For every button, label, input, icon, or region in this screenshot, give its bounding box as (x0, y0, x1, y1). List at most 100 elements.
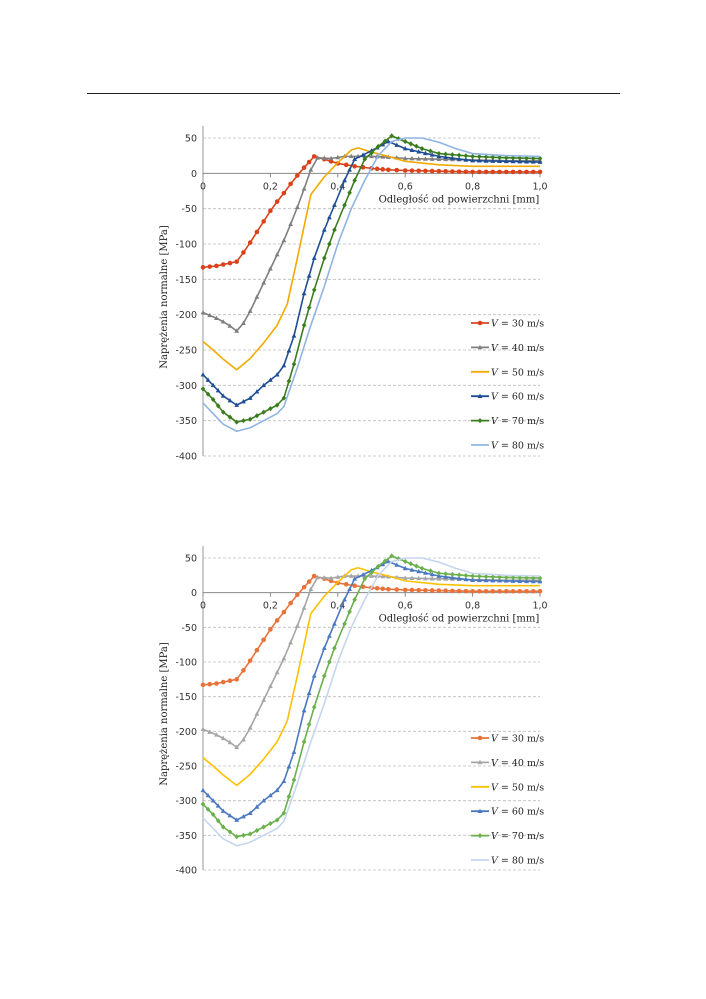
data-point (268, 266, 273, 271)
data-point (220, 393, 226, 398)
data-point (414, 563, 419, 569)
data-point (530, 169, 536, 175)
data-point (274, 817, 280, 823)
data-point (530, 155, 536, 161)
data-point (220, 262, 226, 267)
legend-marker (477, 735, 483, 741)
data-point (463, 572, 469, 579)
data-point (423, 588, 428, 593)
data-point (470, 577, 475, 582)
data-point (347, 167, 352, 172)
data-point (207, 681, 213, 687)
data-point (374, 585, 380, 591)
y-tick-label: 50 (185, 134, 197, 145)
data-point (497, 158, 502, 163)
data-point (537, 575, 543, 581)
data-point (214, 263, 219, 269)
legend-label: V = 80 m/s (491, 441, 544, 452)
data-point (537, 169, 543, 175)
x-tick-label: 0 (200, 601, 206, 612)
data-point (288, 600, 293, 606)
data-point (483, 154, 489, 160)
data-point (274, 402, 280, 408)
data-point (380, 141, 386, 147)
data-point (537, 578, 543, 584)
data-point (443, 574, 449, 579)
data-point (504, 574, 509, 581)
data-point (254, 827, 260, 834)
data-point (308, 167, 314, 172)
data-point (343, 162, 349, 168)
data-point (241, 814, 246, 819)
data-point (477, 154, 482, 160)
data-point (215, 388, 221, 393)
data-point (450, 152, 455, 158)
data-point (247, 395, 253, 400)
data-point (476, 577, 482, 583)
data-point (328, 575, 334, 580)
data-point (436, 156, 442, 161)
y-tick-label: -350 (175, 416, 197, 427)
data-point (360, 572, 366, 577)
data-point (490, 169, 496, 175)
data-point (286, 793, 292, 800)
data-point (348, 573, 354, 578)
data-point (423, 575, 428, 581)
legend-label: V = 70 m/s (491, 831, 544, 842)
data-point (436, 168, 442, 174)
legend-marker (477, 833, 483, 839)
series-line (202, 137, 541, 433)
data-point (348, 153, 354, 159)
data-point (402, 155, 408, 161)
data-point (343, 582, 349, 587)
data-point (311, 255, 317, 260)
data-point (408, 561, 414, 567)
data-point (443, 588, 448, 594)
data-point (327, 659, 332, 665)
data-point (335, 154, 341, 160)
y-tick-label: -400 (175, 452, 197, 463)
x-axis-title: Odległość od powierzchni [mm] (379, 194, 540, 205)
data-point (385, 138, 391, 144)
data-point (402, 138, 408, 145)
data-point (394, 562, 400, 567)
data-point (389, 133, 395, 139)
legend-label: V = 30 m/s (491, 319, 544, 330)
data-point (288, 181, 293, 187)
y-tick-label: -200 (175, 310, 197, 321)
data-point (463, 157, 469, 162)
data-point (463, 576, 469, 582)
data-point (503, 158, 509, 164)
data-point (456, 588, 462, 594)
series-6 (202, 557, 541, 847)
data-point (234, 328, 240, 333)
data-point (497, 578, 502, 583)
data-point (416, 149, 422, 154)
x-tick-label: 0 (200, 181, 206, 192)
data-point (306, 273, 312, 278)
data-point (382, 138, 388, 144)
data-point (200, 309, 206, 315)
data-point (261, 697, 267, 702)
data-point (476, 158, 482, 163)
y-tick-label: 0 (191, 588, 197, 599)
y-tick-label: -250 (175, 762, 197, 773)
data-point (207, 264, 213, 269)
y-tick-label: -150 (175, 275, 197, 286)
data-point (200, 682, 206, 688)
data-point (210, 396, 216, 403)
data-point (436, 588, 442, 593)
data-point (261, 382, 267, 388)
data-point (517, 159, 523, 164)
data-point (281, 362, 287, 368)
data-point (327, 241, 332, 247)
data-point (477, 169, 482, 175)
data-point (321, 645, 327, 650)
data-point (517, 588, 523, 594)
data-point (342, 597, 347, 602)
data-point (205, 806, 211, 812)
data-point (241, 737, 246, 742)
data-point (227, 812, 233, 818)
data-point (408, 141, 414, 147)
data-point (281, 778, 287, 784)
